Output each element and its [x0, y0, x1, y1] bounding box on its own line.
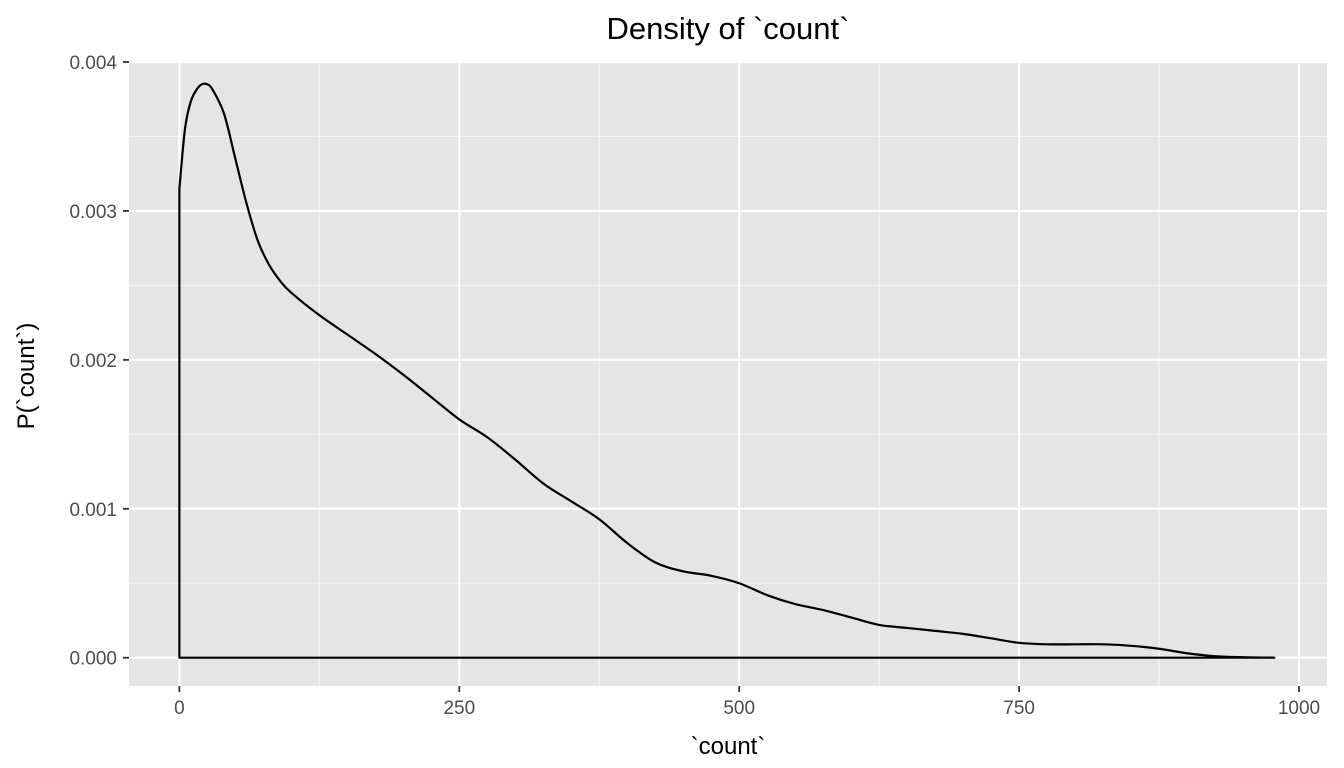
y-tick-label: 0.001 — [69, 500, 117, 521]
density-curve — [178, 82, 1276, 659]
x-tick-label: 0 — [174, 698, 185, 719]
y-tick-label: 0.002 — [69, 351, 117, 372]
chart-title: Density of `count` — [607, 11, 850, 46]
x-tick-label: 500 — [723, 698, 755, 719]
y-tick-label: 0.003 — [69, 202, 117, 223]
x-tick-label: 250 — [443, 698, 475, 719]
minor-gridlines — [129, 62, 1327, 686]
y-axis: 0.000 0.001 0.002 0.003 0.004 — [69, 53, 129, 670]
y-axis-title: P(`count`) — [13, 323, 40, 430]
y-tick-label: 0.000 — [69, 649, 117, 670]
x-tick-label: 750 — [1003, 698, 1035, 719]
plot-panel — [129, 62, 1327, 686]
x-axis-title: `count` — [691, 733, 766, 760]
x-axis: 0 250 500 750 1000 — [174, 686, 1320, 719]
y-tick-label: 0.004 — [69, 53, 117, 74]
x-tick-label: 1000 — [1278, 698, 1320, 719]
